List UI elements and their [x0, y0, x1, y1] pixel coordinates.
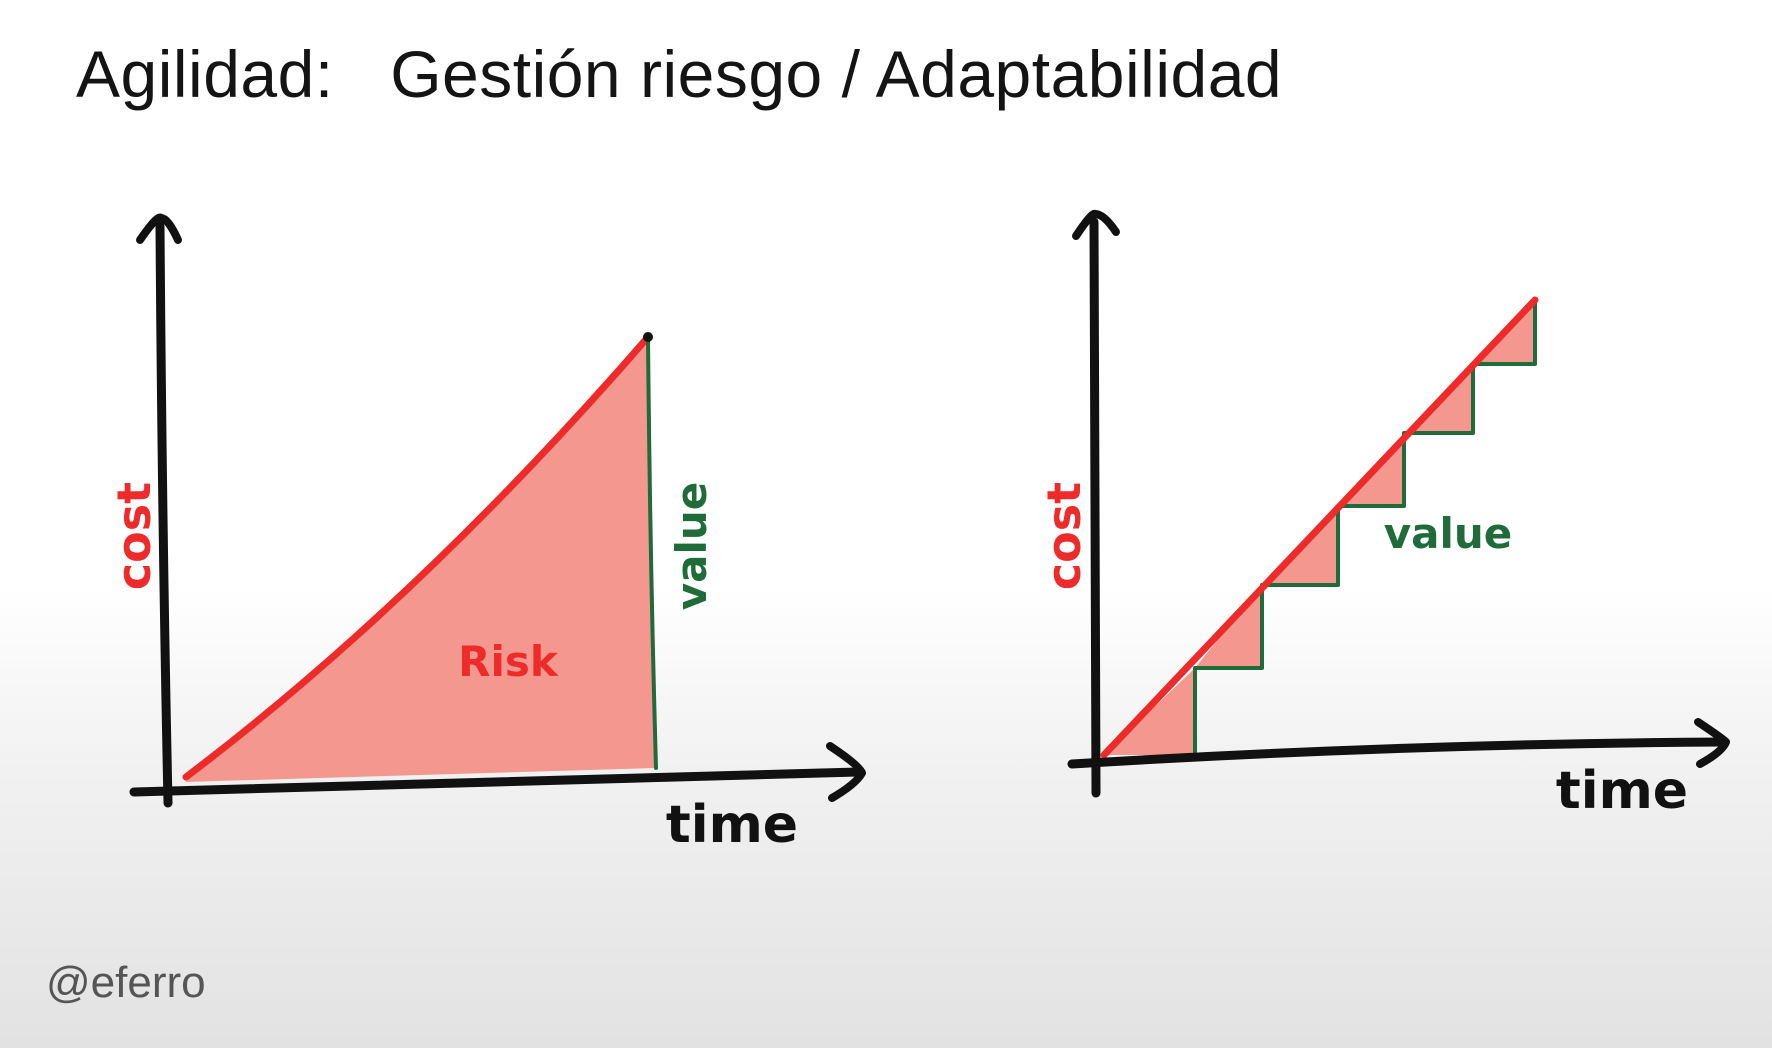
value-label-2: value [1384, 509, 1513, 558]
slide-title: Agilidad: Gestión riesgo / Adaptabilidad [76, 36, 1282, 112]
y-axis-arrowhead-2 [1072, 209, 1120, 240]
diagram-incremental: cost value time [1037, 209, 1730, 821]
value-label: value [667, 482, 716, 611]
time-label-2: time [1556, 761, 1688, 821]
risk-area [186, 337, 656, 782]
y-axis [155, 221, 173, 808]
x-axis-arrowhead [826, 742, 866, 802]
value-line [646, 335, 658, 770]
title-main: Gestión riesgo / Adaptabilidad [390, 37, 1283, 111]
x-axis-arrowhead-2 [1694, 718, 1730, 768]
cost-label: cost [107, 482, 161, 590]
title-prefix: Agilidad: [76, 37, 334, 111]
x-axis [129, 767, 863, 797]
risk-label: Risk [458, 637, 559, 686]
cost-line [1100, 296, 1539, 759]
value-staircase [1193, 298, 1537, 754]
y-axis-arrowhead [136, 213, 182, 244]
cost-curve [182, 333, 652, 781]
time-label: time [666, 795, 798, 855]
x-axis-2 [1067, 737, 1727, 769]
y-axis-2 [1089, 217, 1101, 798]
diagram-big-bang: cost value Risk time [107, 213, 866, 855]
cost-label-2: cost [1037, 482, 1091, 590]
author-handle: @eferro [46, 958, 206, 1007]
curve-end-dot [643, 332, 653, 342]
